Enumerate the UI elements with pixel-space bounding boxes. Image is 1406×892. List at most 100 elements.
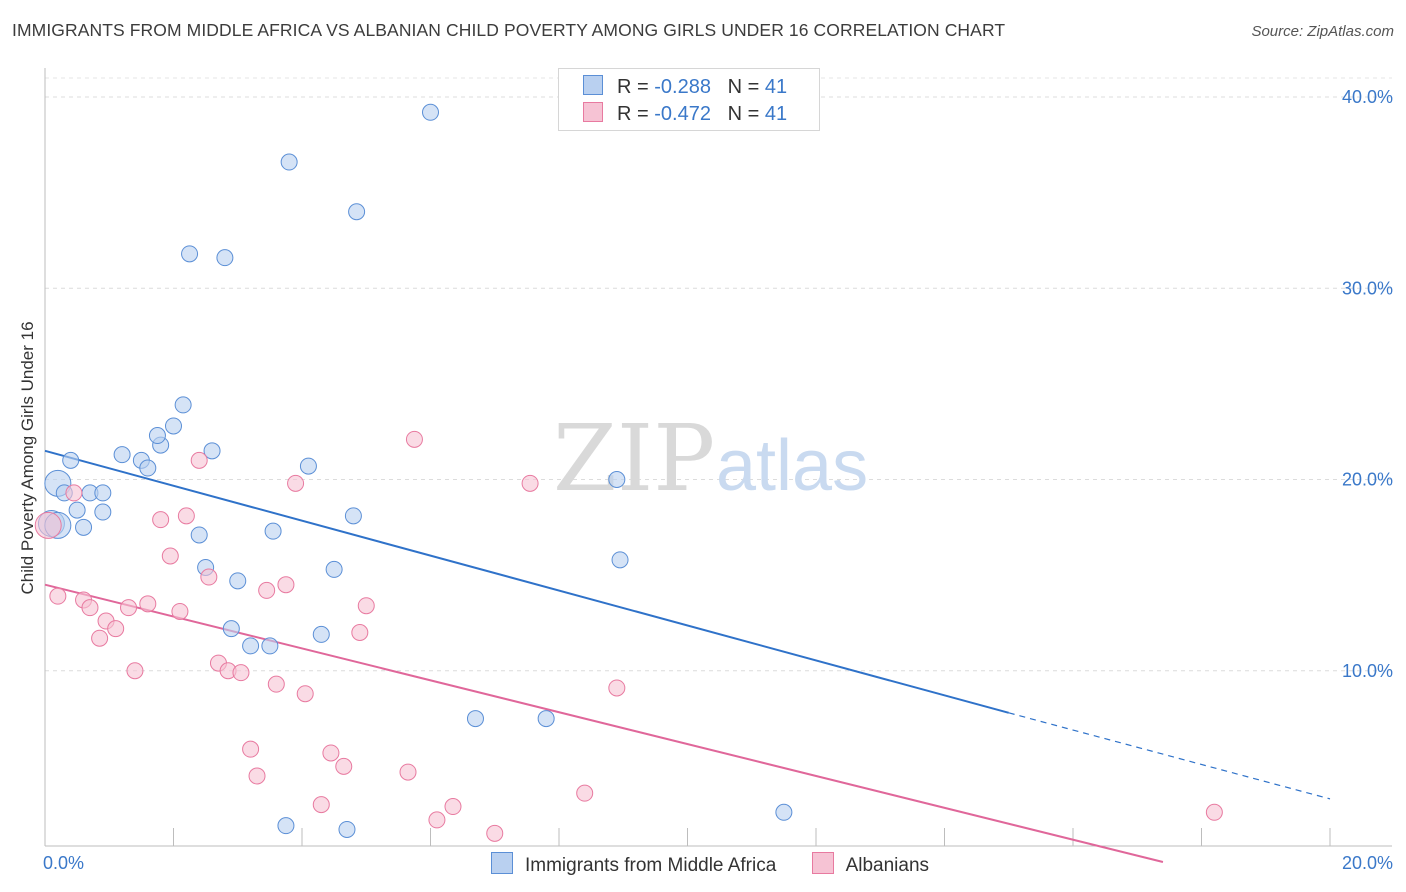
legend-n-label: N =: [727, 103, 760, 125]
point-immigrants: [62, 451, 80, 469]
point-albanians: [267, 675, 285, 693]
point-immigrants: [75, 518, 93, 536]
point-immigrants: [312, 625, 330, 643]
point-albanians: [428, 811, 446, 829]
point-albanians: [190, 451, 208, 469]
point-albanians: [576, 784, 594, 802]
legend-n-value: 41: [764, 76, 788, 98]
point-immigrants: [139, 459, 157, 477]
point-immigrants: [299, 457, 317, 475]
point-immigrants: [148, 427, 166, 445]
legend-swatch-pink: [583, 102, 603, 122]
point-albanians: [171, 602, 189, 620]
point-albanians: [248, 767, 266, 785]
trendline-albanians: [44, 583, 1164, 863]
watermark-atlas: atlas: [716, 426, 868, 506]
point-immigrants: [203, 442, 221, 460]
point-albanians: [608, 679, 626, 697]
point-albanians: [200, 568, 218, 586]
point-albanians: [120, 599, 138, 617]
point-immigrants: [608, 471, 626, 488]
series-swatch-pink: [811, 852, 834, 874]
legend-row-pink: R = -0.472 N = 41: [583, 102, 787, 126]
correlation-legend: R = -0.288 N = 41 R = -0.472 N = 41: [558, 68, 820, 131]
point-immigrants: [190, 526, 208, 544]
chart-title: IMMIGRANTS FROM MIDDLE AFRICA VS ALBANIA…: [12, 20, 1006, 40]
legend-r-value: -0.472: [654, 103, 711, 125]
point-albanians: [177, 507, 195, 525]
point-albanians: [81, 599, 99, 617]
point-immigrants: [261, 637, 279, 655]
watermark-zip: ZIP: [553, 405, 715, 512]
point-immigrants: [338, 820, 356, 838]
axes: [44, 68, 1392, 847]
point-albanians: [335, 757, 353, 775]
point-immigrants: [181, 245, 199, 263]
point-albanians: [126, 662, 144, 680]
point-albanians: [351, 624, 369, 641]
point-immigrants: [264, 522, 282, 540]
point-albanians: [139, 595, 157, 613]
point-albanians: [232, 664, 250, 682]
point-immigrants: [611, 551, 629, 569]
trend-lines: [44, 449, 1331, 863]
series-legend-label: Albanians: [845, 855, 930, 876]
watermark: ZIP atlas: [553, 405, 868, 512]
point-albanians: [258, 581, 276, 599]
point-immigrants: [165, 417, 182, 435]
point-immigrants: [325, 560, 343, 578]
point-albanians: [152, 511, 170, 529]
legend-r-value: -0.288: [654, 76, 711, 98]
y-tick-label: 10.0%: [1342, 661, 1393, 681]
point-albanians: [287, 474, 305, 492]
point-albanians: [107, 620, 125, 638]
point-albanians: [34, 511, 62, 539]
series-legend: Immigrants from Middle Africa Albanians: [491, 852, 959, 877]
series-legend-item-albanians: Albanians: [811, 852, 930, 877]
point-albanians: [161, 547, 179, 565]
legend-n-label: N =: [727, 76, 760, 98]
point-immigrants: [229, 572, 247, 590]
point-albanians: [521, 474, 539, 492]
point-albanians: [1205, 803, 1223, 821]
point-immigrants: [94, 503, 112, 521]
y-tick-label: 40.0%: [1342, 87, 1393, 107]
tick-labels: 10.0% 20.0% 30.0% 40.0% 0.0% 20.0%: [43, 87, 1393, 873]
point-immigrants: [216, 249, 234, 267]
series-swatch-blue: [491, 852, 513, 874]
point-immigrants: [422, 103, 439, 121]
legend-n-value: 41: [764, 103, 788, 125]
x-tick-label: 20.0%: [1342, 853, 1393, 873]
point-albanians: [405, 430, 423, 448]
point-albanians: [91, 629, 109, 647]
point-immigrants: [174, 396, 192, 414]
y-tick-label: 20.0%: [1342, 470, 1393, 490]
point-immigrants: [68, 501, 86, 519]
point-immigrants: [344, 507, 362, 525]
legend-r-label: R =: [617, 76, 649, 98]
point-albanians: [486, 824, 504, 842]
point-albanians: [312, 796, 330, 814]
point-immigrants: [280, 153, 298, 171]
legend-r-label: R =: [617, 103, 649, 125]
point-immigrants: [222, 620, 240, 638]
point-immigrants: [113, 446, 131, 464]
x-tick-label: 0.0%: [43, 853, 84, 873]
point-immigrants: [242, 637, 260, 655]
point-immigrants: [348, 203, 366, 221]
chart-source: Source: ZipAtlas.com: [1251, 23, 1394, 40]
point-albanians: [322, 744, 340, 762]
point-albanians: [444, 798, 462, 816]
point-albanians: [277, 576, 295, 594]
series-legend-label: Immigrants from Middle Africa: [525, 855, 777, 876]
y-tick-label: 30.0%: [1342, 278, 1393, 298]
point-albanians: [242, 740, 260, 758]
trendline-immigrants-extension: [1008, 712, 1331, 800]
scatter-points: [34, 103, 1223, 842]
series-legend-item-immigrants: Immigrants from Middle Africa: [491, 852, 776, 877]
point-immigrants: [537, 710, 555, 728]
point-immigrants: [466, 710, 484, 728]
point-albanians: [296, 685, 314, 703]
legend-row-blue: R = -0.288 N = 41: [583, 75, 787, 99]
